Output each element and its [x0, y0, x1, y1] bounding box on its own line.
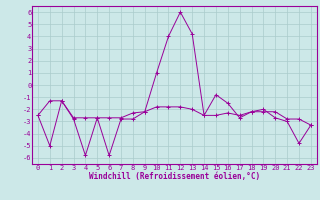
X-axis label: Windchill (Refroidissement éolien,°C): Windchill (Refroidissement éolien,°C): [89, 172, 260, 181]
